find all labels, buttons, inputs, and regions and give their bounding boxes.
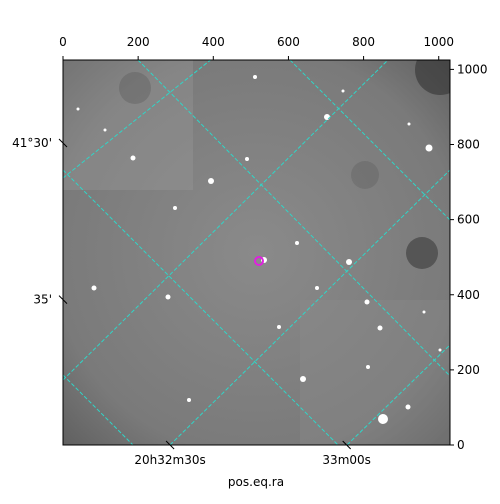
world-y-tick-label: 41°30' (12, 136, 52, 150)
world-x-tick (342, 440, 352, 450)
x-tick-label: 600 (277, 35, 300, 49)
x-tick-label: 800 (352, 35, 375, 49)
x-tick-label: 1000 (423, 35, 454, 49)
plot-frame (62, 59, 451, 446)
sky-image (63, 60, 450, 445)
x-tick-label: 0 (59, 35, 67, 49)
x-tick-label: 200 (127, 35, 150, 49)
world-y-tick-label: 35' (33, 293, 52, 307)
y-tick-label: 1000 (457, 62, 488, 76)
coordinate-grid (63, 60, 450, 445)
world-x-tick (165, 440, 175, 450)
y-tick-label: 0 (457, 438, 465, 452)
y-tick-label: 800 (457, 138, 480, 152)
world-y-tick (58, 295, 68, 304)
world-x-tick-label: 20h32m30s (134, 453, 205, 467)
world-x-tick-label: 33m00s (322, 453, 370, 467)
world-y-tick (58, 138, 68, 148)
y-tick-label: 200 (457, 363, 480, 377)
y-tick-label: 600 (457, 213, 480, 227)
x-axis-label: pos.eq.ra (228, 475, 284, 489)
y-tick-label: 400 (457, 288, 480, 302)
x-tick-label: 400 (202, 35, 225, 49)
